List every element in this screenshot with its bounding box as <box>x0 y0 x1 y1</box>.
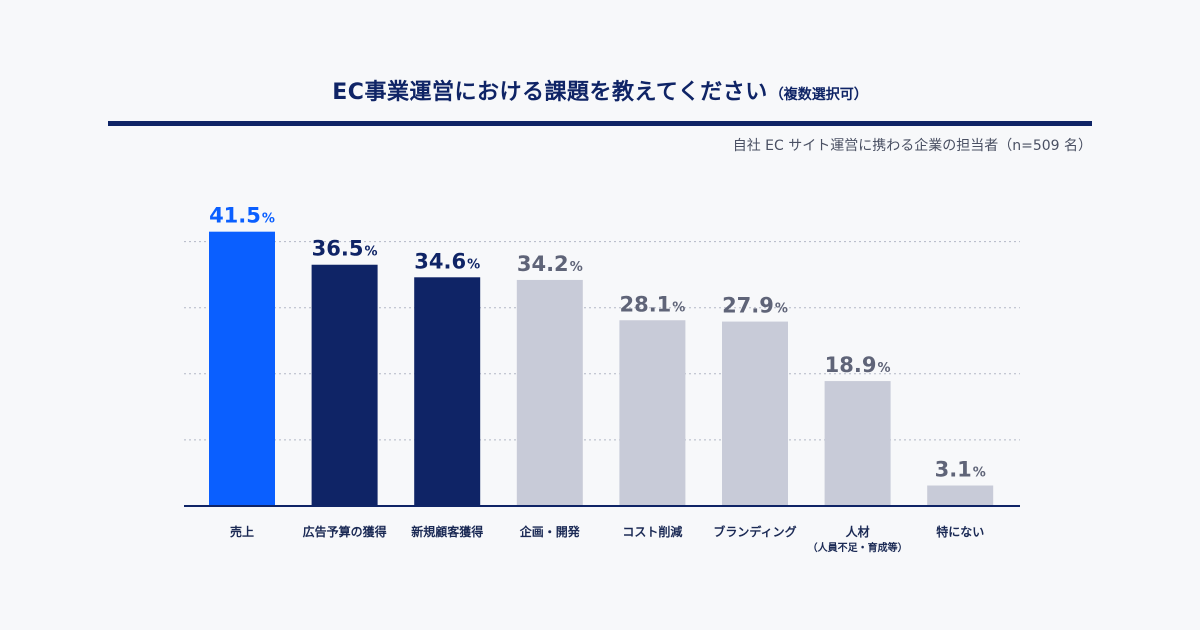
value-number: 36.5 <box>312 237 364 261</box>
bar <box>414 277 481 506</box>
chart-title-text: EC事業運営における課題を教えてください <box>332 80 768 105</box>
value-unit: % <box>672 300 685 315</box>
value-unit: % <box>570 260 583 275</box>
bar <box>209 231 275 506</box>
value-label: 34.6% <box>414 249 480 273</box>
bar <box>516 279 583 506</box>
value-labels: 41.5%36.5% 34.6% 34.2%28.1% 27.9%18.9%3.1% <box>209 204 986 482</box>
bar <box>311 264 378 506</box>
category-label: 新規顧客獲得 <box>411 524 483 539</box>
category-label: 広告予算の獲得 <box>303 524 387 539</box>
chart-title-note: （複数選択可） <box>769 87 868 103</box>
value-number: 18.9 <box>825 353 877 377</box>
category-label: 企画・開発 <box>519 524 581 539</box>
value-label: 36.5% <box>312 237 378 261</box>
value-unit: % <box>467 257 480 272</box>
category-labels: 売上 広告予算の獲得 新規顧客獲得 企画・開発 コスト削減 ブランディング 人材 （人員不足・… <box>230 524 984 554</box>
bar <box>722 321 788 506</box>
category-label: 特にない <box>936 524 984 539</box>
value-label: 41.5% <box>209 204 275 228</box>
value-number: 41.5 <box>209 204 261 228</box>
category-note: （人員不足・育成等） <box>808 541 908 554</box>
category-label: コスト削減 <box>622 524 682 539</box>
category-label: 売上 <box>230 524 254 539</box>
category-label: ブランディング <box>713 524 796 539</box>
value-unit: % <box>877 361 890 376</box>
value-unit: % <box>775 302 788 317</box>
value-number: 27.9 <box>722 294 774 318</box>
respondents-note: 自社 EC サイト運営に携わる企業の担当者（n=509 名） <box>732 138 1092 154</box>
value-number: 3.1 <box>935 458 972 482</box>
value-label: 3.1% <box>935 458 986 482</box>
value-label: 18.9% <box>825 353 891 377</box>
grid-lines <box>184 241 1020 441</box>
value-label: 34.2% <box>517 252 583 276</box>
value-unit: % <box>262 212 275 227</box>
value-number: 28.1 <box>619 292 671 316</box>
value-label: 27.9% <box>722 294 788 318</box>
value-unit: % <box>973 466 986 481</box>
bars <box>209 231 994 506</box>
bar <box>619 320 686 506</box>
value-label: 28.1% <box>619 292 685 316</box>
bar <box>824 381 891 506</box>
chart-title: EC事業運営における課題を教えてください （複数選択可） <box>0 74 1200 106</box>
value-number: 34.2 <box>517 252 569 276</box>
category-label: 人材 <box>846 524 870 539</box>
value-unit: % <box>364 245 377 260</box>
value-number: 34.6 <box>414 249 466 273</box>
bar <box>927 485 994 506</box>
title-underline <box>108 121 1092 126</box>
